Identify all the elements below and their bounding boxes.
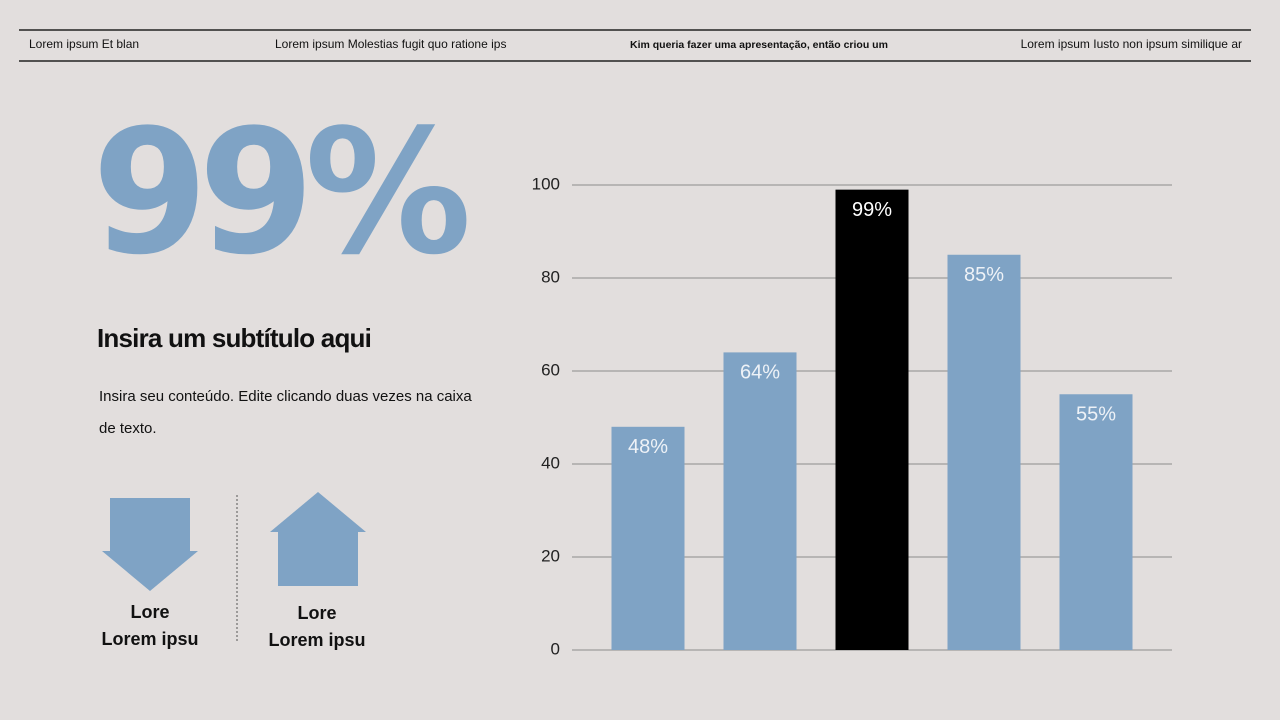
icon-label: Lorem ipsu	[101, 629, 198, 649]
body-text: de texto.	[99, 420, 157, 437]
bar-chart: 0 20 40 60 80 100 48% 64% 99% 85% 55%	[532, 174, 1172, 658]
hero-stat: 99%	[92, 92, 467, 293]
header-item: Kim queria fazer uma apresentação, então…	[630, 39, 888, 51]
down-arrow-icon	[102, 498, 198, 591]
header-item: Lorem ipsum Et blan	[29, 37, 139, 51]
icon-label: Lorem ipsu	[268, 630, 365, 650]
subtitle: Insira um subtítulo aqui	[97, 323, 371, 353]
value-label: 55%	[1076, 404, 1116, 426]
y-tick-label: 20	[541, 546, 560, 565]
bar	[835, 189, 909, 650]
value-label: 99%	[852, 199, 892, 221]
y-tick-label: 0	[551, 639, 560, 658]
value-label: 48%	[628, 436, 668, 458]
house-icon	[270, 492, 366, 586]
bar	[947, 254, 1021, 650]
header-item: Lorem ipsum Iusto non ipsum similique ar	[1021, 37, 1242, 51]
y-tick-label: 60	[541, 360, 560, 379]
header-item: Lorem ipsum Molestias fugit quo ratione …	[275, 37, 506, 51]
y-tick-label: 80	[541, 267, 560, 286]
bar	[1059, 394, 1133, 650]
icon-label: Lore	[130, 602, 169, 622]
value-label: 85%	[964, 264, 1004, 286]
icon-label: Lore	[297, 603, 336, 623]
value-label: 64%	[740, 362, 780, 384]
bar	[611, 426, 685, 650]
y-tick-label: 40	[541, 453, 560, 472]
y-tick-label: 100	[532, 174, 560, 193]
bar	[723, 352, 797, 650]
body-text: Insira seu conteúdo. Edite clicando duas…	[99, 388, 472, 405]
